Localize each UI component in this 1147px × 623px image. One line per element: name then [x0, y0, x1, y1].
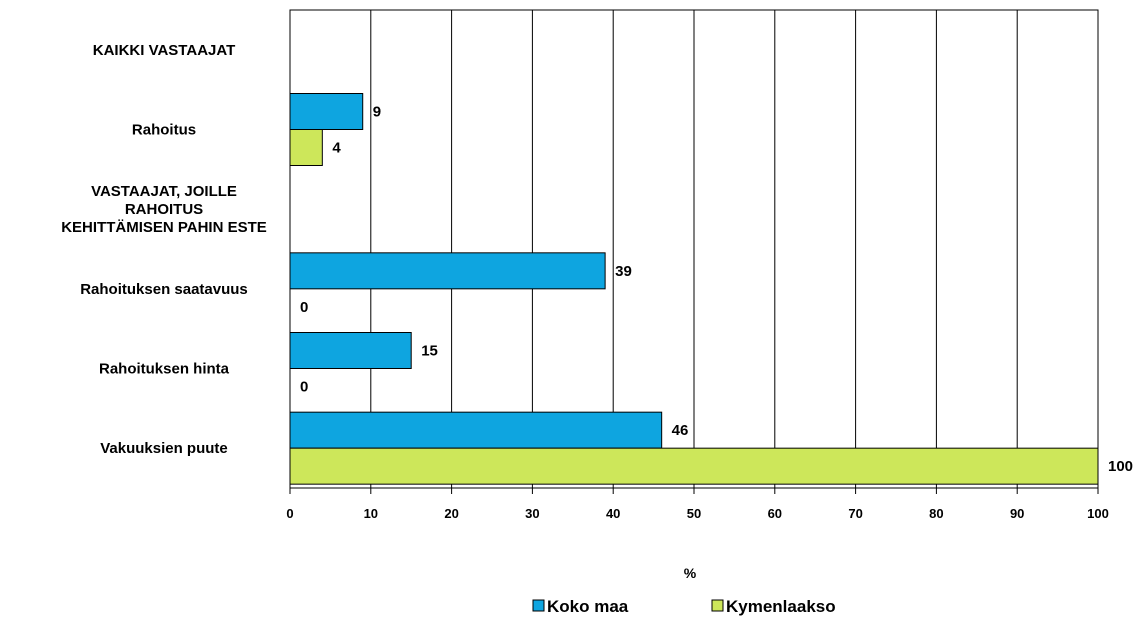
- bar-koko-maa: [289, 332, 412, 369]
- legend-swatch: [532, 599, 545, 612]
- legend-swatch: [711, 599, 724, 612]
- data-label: 0: [300, 299, 308, 316]
- x-tick-label: 70: [848, 506, 862, 521]
- data-label: 0: [300, 379, 308, 396]
- x-tick-label: 60: [768, 506, 782, 521]
- x-tick-label: 10: [364, 506, 378, 521]
- x-tick-label: 20: [444, 506, 458, 521]
- x-axis: 0 10 20 30 40 50 60 70 80 90 100: [286, 488, 1109, 521]
- x-axis-title: %: [684, 565, 697, 581]
- x-tick-label: 30: [525, 506, 539, 521]
- data-label: 9: [373, 104, 381, 121]
- data-label: 4: [332, 140, 341, 157]
- legend: Koko maa Kymenlaakso: [532, 597, 836, 616]
- bar-kymenlaakso: [289, 447, 1099, 485]
- bar-koko-maa: [289, 252, 606, 290]
- category-label: Rahoituksen saatavuus: [80, 281, 248, 298]
- x-tick-label: 90: [1010, 506, 1024, 521]
- x-tick-label: 100: [1087, 506, 1109, 521]
- category-label: KEHITTÄMISEN PAHIN ESTE: [61, 219, 267, 236]
- legend-label: Kymenlaakso: [726, 597, 836, 616]
- bars: [289, 93, 1099, 485]
- x-tick-label: 50: [687, 506, 701, 521]
- data-label: 100: [1108, 458, 1133, 475]
- data-labels: 9 4 39 0 15 0 46 100: [300, 104, 1133, 476]
- category-label: Rahoitus: [132, 122, 196, 139]
- category-labels: KAIKKI VASTAAJAT Rahoitus VASTAAJAT, JOILL…: [61, 42, 267, 457]
- x-tick-label: 0: [286, 506, 293, 521]
- category-label: VASTAAJAT, JOILLE: [91, 183, 237, 200]
- category-label: KAIKKI VASTAAJAT: [93, 42, 236, 59]
- bar-koko-maa: [289, 411, 663, 449]
- legend-label: Koko maa: [547, 597, 629, 616]
- data-label: 46: [672, 422, 689, 439]
- data-label: 39: [615, 263, 632, 280]
- bar-koko-maa: [289, 93, 364, 130]
- bar-kymenlaakso: [289, 129, 323, 166]
- x-tick-label: 40: [606, 506, 620, 521]
- category-label: Rahoituksen hinta: [99, 361, 230, 378]
- category-label: Vakuuksien puute: [100, 440, 228, 457]
- data-label: 15: [421, 343, 438, 360]
- x-tick-label: 80: [929, 506, 943, 521]
- category-label: RAHOITUS: [125, 201, 203, 218]
